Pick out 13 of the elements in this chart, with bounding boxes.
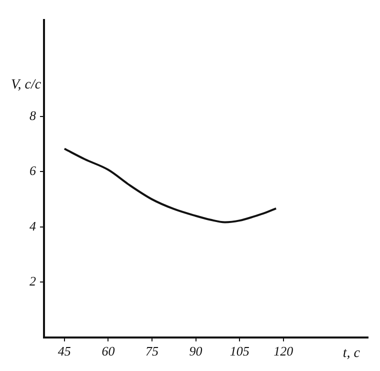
x-axis-title: t, с bbox=[342, 346, 361, 362]
line-series bbox=[63, 148, 278, 224]
x-tick-label: 105 bbox=[230, 344, 250, 359]
x-tick-label: 45 bbox=[58, 344, 72, 359]
x-tick-label: 60 bbox=[102, 344, 116, 359]
y-tick-label: 2 bbox=[30, 274, 36, 289]
y-tick-label: 8 bbox=[30, 108, 36, 123]
y-tick-label: 6 bbox=[30, 163, 36, 178]
y-tick-label: 4 bbox=[30, 218, 36, 234]
x-tick-label: 90 bbox=[189, 344, 203, 359]
x-tick-label: 120 bbox=[274, 344, 294, 359]
y-axis-title: V, с/с bbox=[11, 77, 42, 92]
x-tick-label: 75 bbox=[146, 344, 159, 359]
